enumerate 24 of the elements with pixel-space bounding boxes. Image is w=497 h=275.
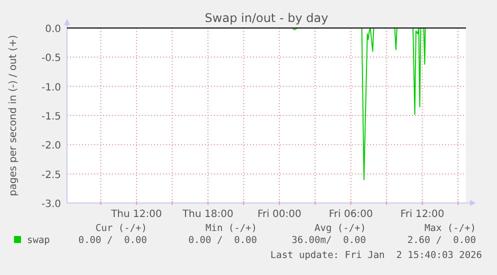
x-tick-label: Fri 06:00 [328, 209, 373, 220]
x-tick-label: Thu 18:00 [182, 209, 234, 220]
y-axis-title: pages per second in (-) / out (+) [8, 34, 19, 196]
text: 2.60 / 0.00 [407, 235, 476, 246]
text: Avg (-/+) [314, 223, 366, 234]
y-tick-label: -0.5 [41, 53, 61, 64]
text: 0.00 / 0.00 [188, 235, 258, 246]
text: 36.00m/ 0.00 [292, 235, 366, 246]
chart-title: Swap in/out - by day [204, 11, 328, 25]
y-tick-label: -2.0 [41, 140, 61, 152]
text: Cur (-/+) [96, 223, 147, 234]
y-tick-label: -1.5 [41, 112, 61, 122]
text: Min (-/+) [206, 223, 257, 234]
x-tick-label: Thu 12:00 [110, 209, 162, 220]
text: Last update: Fri Jan 2 15:40:03 2026 [270, 250, 482, 261]
text: Max (-/+) [424, 223, 476, 234]
y-tick-label: 0.0 [45, 24, 61, 35]
legend-label: swap [27, 235, 50, 246]
y-tick-label: -3.0 [41, 199, 61, 210]
x-tick-label: Fri 00:00 [257, 209, 302, 220]
x-tick-label: Fri 12:00 [400, 209, 444, 220]
y-tick-label: -1.0 [41, 82, 61, 94]
y-tick-label: -2.5 [41, 170, 61, 181]
text: 0.00 / 0.00 [78, 235, 148, 246]
